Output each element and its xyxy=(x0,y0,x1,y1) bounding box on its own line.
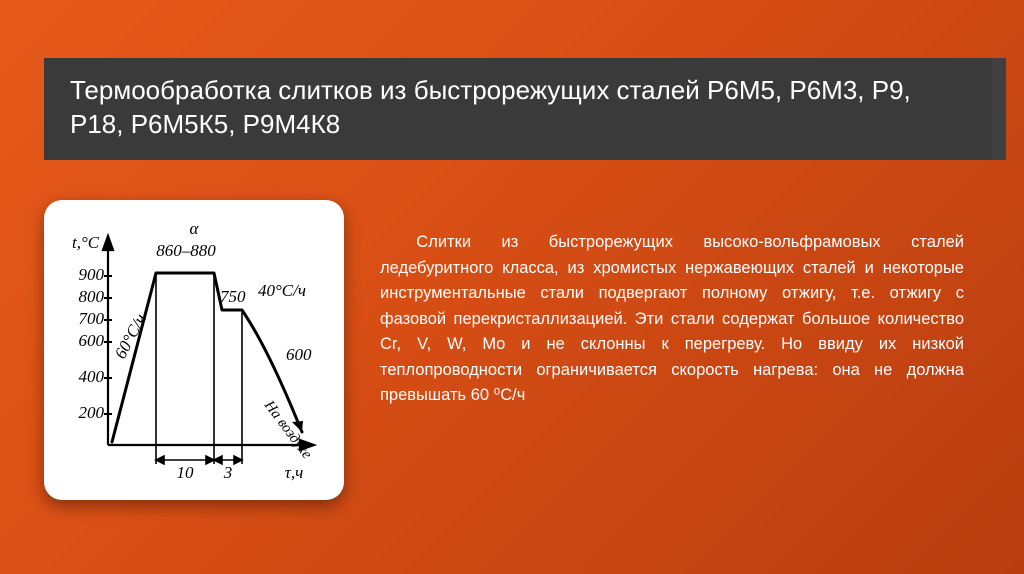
chart-svg: t,°C 900 800 700 600 400 200 xyxy=(54,210,334,490)
svg-text:α: α xyxy=(190,219,200,238)
svg-text:200: 200 xyxy=(79,403,105,422)
svg-text:600: 600 xyxy=(79,331,105,350)
svg-text:700: 700 xyxy=(79,309,105,328)
svg-text:900: 900 xyxy=(79,265,105,284)
slide-title: Термообработка слитков из быстрорежущих … xyxy=(70,74,966,142)
svg-text:750: 750 xyxy=(220,287,246,306)
svg-text:40°С/ч: 40°С/ч xyxy=(258,281,306,300)
svg-text:На воздухе: На воздухе xyxy=(260,397,315,462)
heat-treatment-chart: t,°C 900 800 700 600 400 200 xyxy=(44,200,344,500)
svg-text:10: 10 xyxy=(177,463,195,482)
svg-text:860–880: 860–880 xyxy=(156,241,216,260)
x-axis-label: τ,ч xyxy=(285,463,303,482)
svg-text:400: 400 xyxy=(79,367,105,386)
title-bar: Термообработка слитков из быстрорежущих … xyxy=(44,58,1006,160)
svg-text:800: 800 xyxy=(79,287,105,306)
svg-text:60°С/ч: 60°С/ч xyxy=(111,311,150,362)
svg-text:3: 3 xyxy=(223,463,233,482)
slide-body-text: Слитки из быстрорежущих высоко-вольфрамо… xyxy=(380,230,964,409)
svg-text:600: 600 xyxy=(286,345,312,364)
y-axis-label: t,°C xyxy=(72,233,100,252)
